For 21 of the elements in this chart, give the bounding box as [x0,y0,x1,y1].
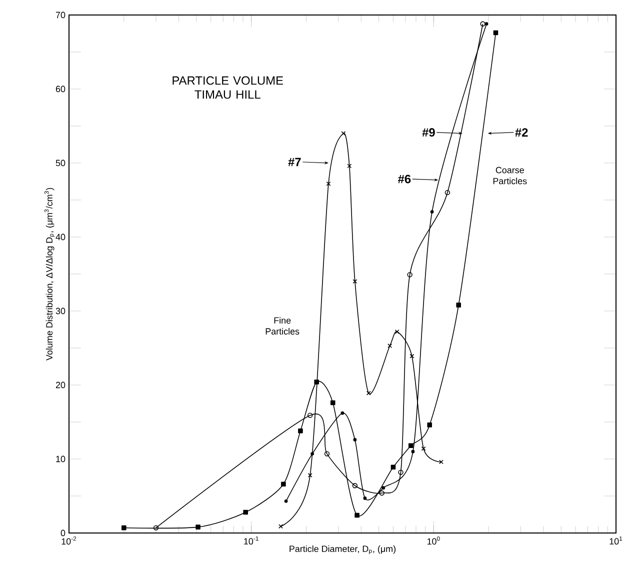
x-tick-label: 10$^{-2}$ [62,536,76,545]
text: PARTICLE VOLUME TIMAU HILL [172,76,284,99]
annotation: #2 [515,128,528,137]
y-tick-label: 70 [56,12,66,18]
annotation: #9 [422,128,435,137]
y-tick-label: 0 [60,530,66,536]
x-tick-label: 10$^{0}$ [427,536,440,545]
annotation: #7 [288,158,301,166]
annotation: Coarse Particles [493,166,527,184]
y-tick-label: 10 [56,456,66,462]
annotation: Fine Particles [266,317,300,335]
y-tick-label: 50 [56,160,66,166]
y-axis-title: Volume Distribution, ΔV/Δlog D$_{p}$, (μm$^{3}$/cm$^{3}$) [44,188,55,360]
x-axis-title: Particle Diameter, D$_{p}$, (μm) [290,545,396,554]
y-tick-label: 20 [56,382,66,388]
x-tick-label: 10$^{1}$ [610,536,622,545]
x-tick-label: 10$^{-1}$ [244,536,258,545]
y-tick-label: 30 [56,308,66,314]
y-tick-label: 40 [56,234,66,240]
y-tick-label: 60 [56,86,66,92]
annotation: #6 [398,174,411,184]
